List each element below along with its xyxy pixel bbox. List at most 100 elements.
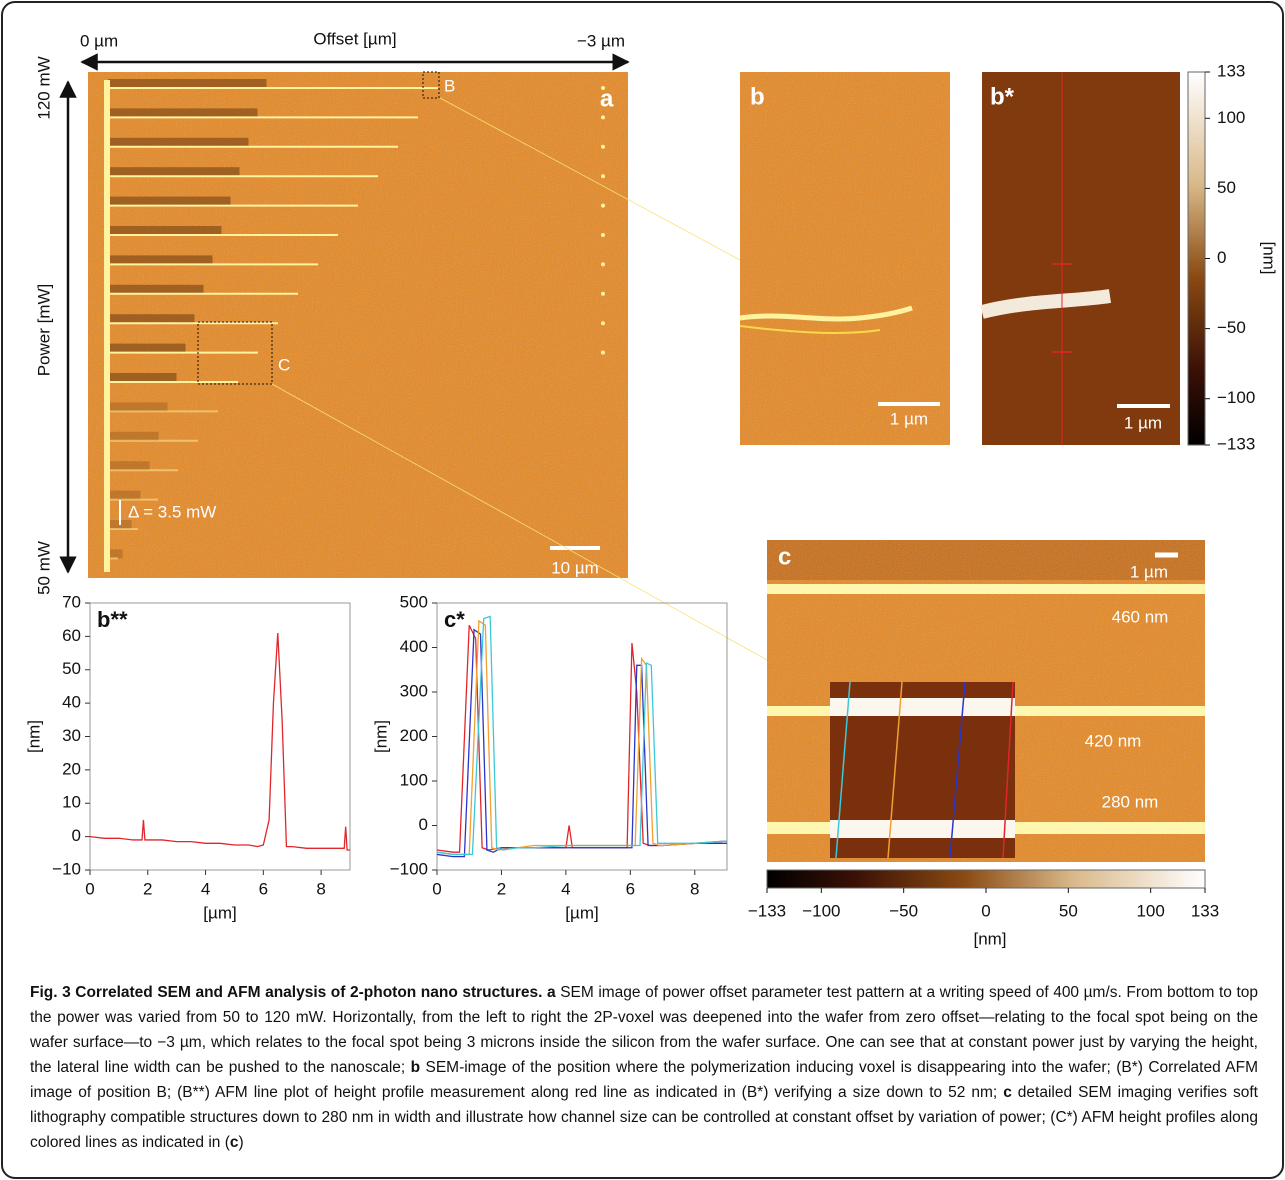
- line-shadow: [108, 402, 168, 412]
- colorbar-tick-label: −100: [802, 901, 840, 920]
- y-tick-label: 400: [400, 637, 428, 656]
- panel-label: c*: [444, 607, 465, 632]
- y-tick-label: 300: [400, 681, 428, 700]
- x-tick-label: 2: [143, 879, 152, 898]
- caption-run: SEM-image of the position where the poly…: [30, 1059, 1258, 1101]
- panel-label: c: [778, 543, 791, 570]
- x-tick-label: 6: [259, 879, 268, 898]
- colorbar-tick-label: −133: [748, 901, 786, 920]
- dot: [601, 203, 605, 208]
- data-line: [436, 628, 727, 858]
- x-axis-label: [µm]: [565, 903, 598, 922]
- y-tick-label: −10: [52, 859, 81, 878]
- line-shadow: [108, 137, 249, 147]
- dot: [601, 233, 605, 237]
- y-tick-label: 40: [62, 693, 81, 712]
- afm-shade: [982, 72, 1180, 445]
- panel-label: a: [600, 85, 614, 112]
- colorbar-tick-label: −100: [1217, 388, 1255, 407]
- colorbar-tick-label: −50: [1217, 318, 1246, 337]
- base-line: [104, 80, 110, 572]
- caption-run: c: [1003, 1084, 1012, 1101]
- dot: [601, 174, 605, 179]
- x-tick-label: 6: [626, 879, 635, 898]
- power-top: 120 mW: [34, 56, 53, 119]
- y-tick-label: 60: [62, 626, 81, 645]
- data-line: [436, 615, 728, 856]
- colorbar-tick-label: 0: [981, 901, 990, 920]
- y-tick-label: 0: [419, 815, 428, 834]
- region-box: [422, 71, 440, 99]
- y-tick-label: 500: [400, 592, 428, 611]
- delta-label: Δ = 3.5 mW: [128, 502, 216, 521]
- caption-run: c: [229, 1134, 239, 1151]
- y-tick-label: 30: [62, 726, 81, 745]
- profile-line: [887, 681, 903, 859]
- dot: [601, 321, 605, 326]
- channel-line: [767, 584, 1205, 594]
- offset-end: −3 µm: [577, 31, 625, 50]
- width-label: 420 nm: [1085, 731, 1142, 750]
- x-tick-label: 2: [497, 879, 506, 898]
- dot: [601, 115, 605, 120]
- line-shadow: [108, 196, 231, 206]
- caption-run: b: [410, 1059, 421, 1076]
- scale-bar-label: 1 µm: [890, 409, 928, 428]
- offset-start: 0 µm: [80, 31, 118, 50]
- y-axis-label: [nm]: [371, 720, 390, 753]
- x-tick-label: 4: [561, 879, 570, 898]
- y-tick-label: 100: [400, 770, 428, 789]
- colorbar-tick-label: 50: [1059, 901, 1078, 920]
- line-shadow: [108, 79, 267, 88]
- dot: [601, 291, 605, 296]
- scale-bar-label: 10 µm: [551, 558, 599, 577]
- colorbar-tick-label: 133: [1191, 901, 1219, 920]
- region-box: [197, 321, 273, 385]
- power-bottom: 50 mW: [34, 541, 53, 595]
- region-label: C: [278, 355, 290, 374]
- figure: 0 µm Offset [µm] −3 µm 120 mW Power [mW]…: [24, 29, 1279, 948]
- zoom-line: [271, 383, 768, 661]
- line-shadow: [108, 284, 204, 294]
- profile-line: [835, 681, 851, 859]
- dot: [601, 86, 605, 90]
- image-grain: [88, 72, 628, 578]
- panel-label: b*: [990, 83, 1015, 110]
- scale-bar-label: 1 µm: [1124, 413, 1162, 432]
- caption-run: ): [238, 1134, 244, 1151]
- line-shadow: [108, 314, 195, 324]
- colorbar-tick-label: 133: [1217, 61, 1245, 80]
- afm-channel: [830, 820, 1015, 838]
- colorbar: [766, 869, 1206, 889]
- voxel-edge: [739, 325, 881, 334]
- zoom-line: [439, 97, 741, 261]
- dot: [601, 350, 605, 355]
- colorbar-unit: [nm]: [973, 929, 1006, 948]
- panel-label: b**: [97, 607, 128, 632]
- line-shadow: [108, 343, 186, 353]
- caption-run: detailed SEM imaging verifies soft litho…: [30, 1084, 1258, 1151]
- panel-label: b: [750, 83, 765, 110]
- profile-line: [949, 681, 966, 859]
- power-title: Power [mW]: [34, 284, 53, 377]
- line-shadow: [108, 431, 159, 441]
- caption-run: SEM image of power offset parameter test…: [30, 984, 1258, 1076]
- colorbar: [1187, 71, 1206, 446]
- x-tick-label: 0: [85, 879, 94, 898]
- y-tick-label: 0: [72, 826, 81, 845]
- x-tick-label: 8: [690, 879, 699, 898]
- y-axis-label: [nm]: [24, 720, 43, 753]
- x-tick-label: 0: [432, 879, 441, 898]
- y-tick-label: 10: [62, 793, 81, 812]
- x-tick-label: 4: [201, 879, 210, 898]
- colorbar-tick-label: 0: [1217, 248, 1226, 267]
- dot: [601, 144, 605, 149]
- x-axis-label: [µm]: [203, 903, 236, 922]
- region-label: B: [444, 76, 455, 95]
- plot-frame: [89, 602, 351, 871]
- data-line: [89, 632, 350, 851]
- figure-caption: Fig. 3 Correlated SEM and AFM analysis o…: [30, 980, 1258, 1155]
- afm-channel: [830, 698, 1015, 716]
- colorbar-unit: [nm]: [1260, 241, 1279, 274]
